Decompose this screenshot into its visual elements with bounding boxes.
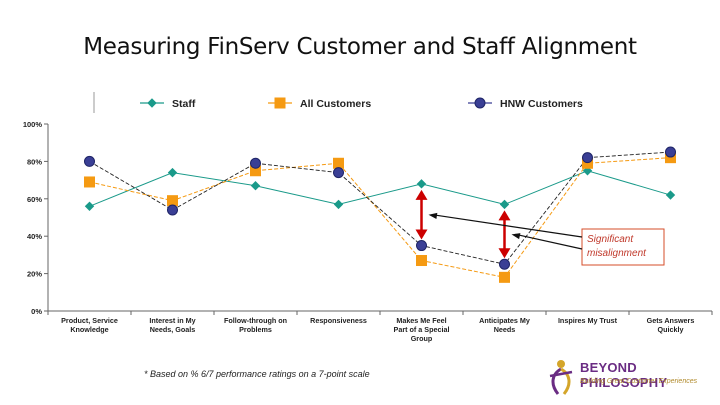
data-point-hnw-customers	[499, 258, 510, 270]
data-point-staff	[167, 167, 178, 178]
callout-box	[581, 228, 665, 266]
misalignment-arrow-head	[498, 248, 511, 259]
x-tick-label: Gets Answers Quickly	[647, 316, 695, 334]
legend-marker	[274, 97, 286, 109]
y-tick-label: 40%	[27, 232, 42, 241]
x-tick-label: Responsiveness	[310, 316, 367, 325]
y-tick-label: 20%	[27, 270, 42, 279]
data-point-hnw-customers	[333, 167, 344, 179]
legend-label: HNW Customers	[500, 98, 583, 110]
callout-pointer	[432, 214, 583, 238]
footnote: * Based on % 6/7 performance ratings on …	[144, 369, 370, 379]
x-tick-label: Follow-through on Problems	[224, 316, 287, 334]
x-tick-label: Anticipates My Needs	[479, 316, 530, 334]
x-tick-label: Product, Service Knowledge	[61, 316, 118, 334]
data-point-hnw-customers	[582, 152, 593, 164]
data-point-all-customers	[499, 271, 510, 283]
data-point-hnw-customers	[167, 204, 178, 216]
logo-figure-icon	[549, 360, 573, 395]
y-tick-label: 60%	[27, 195, 42, 204]
logo-name: BEYOND PHILOSOPHY	[580, 360, 668, 390]
data-point-hnw-customers	[84, 155, 95, 167]
data-point-staff	[665, 190, 676, 200]
y-tick-label: 0%	[31, 307, 42, 316]
callout-pointer-head	[511, 233, 521, 240]
misalignment-arrow-head	[415, 189, 428, 200]
legend-marker	[474, 97, 486, 109]
data-point-staff	[416, 179, 427, 189]
legend-label: Staff	[172, 98, 196, 110]
callout-pointer-head	[428, 212, 438, 219]
y-tick-label: 100%	[23, 120, 43, 129]
legend-marker	[147, 98, 157, 108]
data-point-staff	[333, 199, 344, 210]
data-point-all-customers	[167, 195, 178, 207]
beyond-philosophy-logo: BEYOND PHILOSOPHY Building Great Custome…	[540, 358, 720, 398]
y-tick-label: 80%	[27, 157, 42, 166]
series-line-hnw-customers	[89, 151, 671, 265]
misalignment-arrow-head	[498, 210, 511, 221]
data-point-all-customers	[84, 176, 95, 188]
data-point-hnw-customers	[665, 146, 676, 158]
series-line-staff	[89, 170, 671, 207]
series-line-all-customers	[89, 157, 671, 278]
x-tick-label: Inspires My Trust	[558, 316, 618, 325]
data-point-hnw-customers	[416, 240, 427, 252]
x-tick-label: Makes Me Feel Part of a Special Group	[394, 316, 450, 343]
slide-title: Measuring FinServ Customer and Staff Ali…	[83, 34, 637, 60]
logo-tagline: Building Great Customer Experiences	[580, 378, 698, 385]
data-point-hnw-customers	[250, 157, 261, 169]
callout-pointer	[515, 233, 583, 250]
data-point-staff	[84, 201, 95, 211]
misalignment-arrow-head	[415, 229, 428, 240]
legend-label: All Customers	[300, 98, 371, 110]
data-point-staff	[250, 181, 261, 191]
callout-text: Significant misalignment	[587, 234, 647, 259]
data-point-staff	[499, 199, 510, 210]
data-point-all-customers	[333, 157, 344, 169]
x-tick-label: Interest in My Needs, Goals	[149, 316, 195, 334]
data-point-all-customers	[416, 255, 427, 267]
